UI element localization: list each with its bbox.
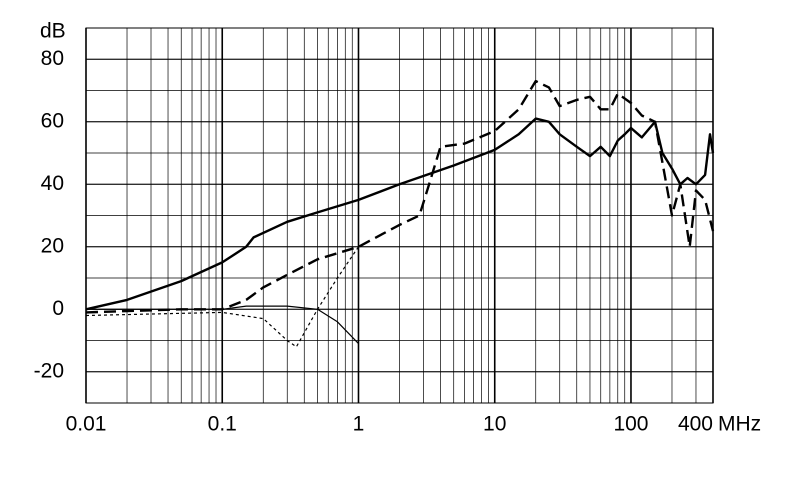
line-series xyxy=(85,79,715,314)
y-axis-label: dB xyxy=(40,20,66,43)
line-series xyxy=(85,246,359,348)
x-tick-label: 10 xyxy=(483,413,506,436)
y-tick-label: 0 xyxy=(52,297,64,320)
x-tick-label: 0.1 xyxy=(208,413,237,436)
y-tick-label: 60 xyxy=(41,109,64,132)
x-tick-label: 400 xyxy=(678,413,713,436)
line-series xyxy=(86,305,359,345)
y-tick-label: 40 xyxy=(41,172,64,195)
x-tick-label: 100 xyxy=(613,413,648,436)
line-series xyxy=(85,117,715,311)
y-tick-label: 80 xyxy=(41,47,64,70)
x-tick-label: 1 xyxy=(353,413,365,436)
plot-frame xyxy=(85,27,714,404)
y-tick-label: -20 xyxy=(34,359,64,382)
x-tick-label: 0.01 xyxy=(66,413,107,436)
x-axis-label: MHz xyxy=(718,413,761,436)
y-tick-label: 20 xyxy=(41,234,64,257)
